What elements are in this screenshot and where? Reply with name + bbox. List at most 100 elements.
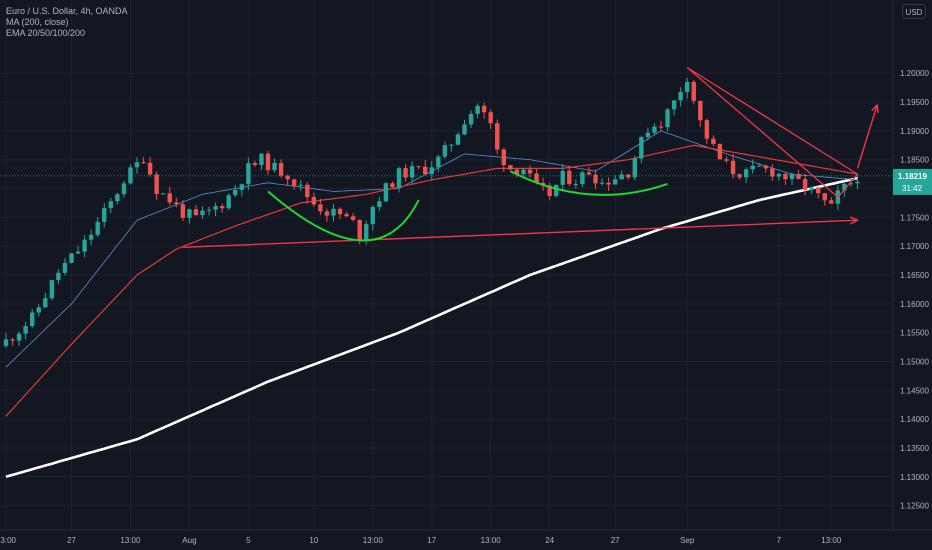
- candle-body: [750, 165, 755, 170]
- last-price-tag: [893, 168, 932, 195]
- candle-body: [3, 339, 9, 346]
- candle-body: [743, 169, 749, 178]
- drawings[interactable]: [182, 66, 880, 249]
- arrow-head: [871, 103, 880, 113]
- support-trendline[interactable]: [182, 219, 858, 249]
- candle-body: [501, 149, 506, 166]
- y-tick-label: 1.17000: [900, 242, 929, 251]
- candle-body: [350, 216, 356, 220]
- candle-body: [475, 105, 480, 114]
- bar-countdown-label: 31:42: [902, 184, 923, 193]
- candle-body: [508, 165, 513, 170]
- candle-body: [161, 193, 166, 195]
- candle-body: [462, 124, 467, 135]
- candle-body: [383, 183, 389, 202]
- candle-body: [233, 189, 238, 196]
- candle-body: [855, 181, 860, 184]
- x-tick-label: 7: [777, 536, 782, 545]
- candle-body: [75, 251, 81, 254]
- candle-body: [429, 167, 434, 175]
- candle-body: [442, 145, 448, 157]
- candle-body: [364, 224, 369, 240]
- candle-body: [141, 162, 146, 164]
- candle-body: [311, 197, 317, 205]
- candle-body: [468, 113, 474, 125]
- candle-body: [567, 170, 572, 185]
- candle-body: [691, 81, 696, 101]
- candle-body: [554, 184, 559, 197]
- candle-body: [652, 126, 657, 133]
- candle-body: [30, 312, 35, 327]
- x-tick-label: 5: [246, 536, 251, 545]
- y-tick-label: 1.17500: [900, 213, 929, 222]
- rounding-bottom-arc[interactable]: [509, 170, 668, 196]
- candle-body: [449, 144, 454, 146]
- candle-body: [219, 206, 225, 209]
- wedge-triangle[interactable]: [686, 66, 859, 199]
- candle-body: [724, 159, 729, 161]
- candle-body: [95, 221, 100, 235]
- candle-body: [416, 166, 421, 168]
- candle-body: [226, 195, 231, 209]
- candle-body: [115, 194, 120, 202]
- candle-body: [645, 132, 651, 137]
- candle-body: [763, 165, 768, 169]
- x-tick-label: 13:00: [363, 536, 384, 545]
- rounding-bottom-arc[interactable]: [267, 190, 420, 242]
- candle-body: [685, 81, 690, 92]
- candle-body: [665, 109, 670, 128]
- y-tick-label: 1.15500: [900, 329, 929, 338]
- candle-body: [527, 169, 533, 174]
- price-tag: 1.18219 31:42: [0, 168, 932, 195]
- candle-body: [455, 134, 461, 145]
- candle-body: [167, 193, 172, 203]
- candle-body: [593, 174, 598, 184]
- y-tick-label: 1.14000: [900, 415, 929, 424]
- candle-body: [403, 168, 408, 178]
- candle-body: [292, 179, 297, 186]
- breakout-arrow[interactable]: [856, 104, 878, 169]
- candle-body: [272, 162, 277, 171]
- candle-body: [809, 187, 814, 190]
- candle-body: [331, 208, 336, 216]
- currency-button[interactable]: USD: [902, 4, 926, 19]
- candle-body: [16, 333, 22, 341]
- candle-body: [678, 91, 683, 101]
- candle-body: [488, 112, 493, 124]
- candle-body: [370, 206, 375, 225]
- candle-body: [619, 174, 624, 180]
- x-tick-label: 13:00: [481, 536, 502, 545]
- candle-body: [717, 144, 723, 160]
- y-tick-label: 1.16500: [900, 271, 929, 280]
- x-tick-label: 27: [67, 536, 76, 545]
- candle-body: [252, 163, 258, 166]
- y-tick-label: 1.13500: [900, 444, 929, 453]
- candle-body: [639, 136, 644, 159]
- candle-body: [848, 183, 854, 185]
- candle-body: [305, 184, 310, 198]
- series-line-ema-50: [5, 144, 858, 417]
- legend-ema[interactable]: EMA 20/50/100/200: [6, 28, 86, 38]
- x-tick-label: Sep: [680, 536, 695, 545]
- candle-body: [586, 172, 592, 175]
- y-tick-label: 1.13000: [900, 473, 929, 482]
- last-price-label: 1.18219: [898, 172, 927, 181]
- candle-body: [108, 201, 113, 209]
- legend-ma[interactable]: MA (200, close): [6, 17, 69, 27]
- candle-body: [599, 182, 605, 184]
- candle-body: [396, 168, 402, 188]
- candle-body: [344, 214, 349, 217]
- candle-body: [193, 209, 199, 216]
- candle-body: [88, 234, 94, 240]
- candle-body: [246, 163, 251, 185]
- candle-body: [56, 272, 61, 281]
- candle-body: [802, 178, 808, 190]
- candle-body: [423, 166, 428, 175]
- candle-body: [377, 201, 382, 207]
- candle-body: [816, 187, 821, 194]
- candle-body: [318, 204, 323, 212]
- legend-symbol[interactable]: Euro / U.S. Dollar, 4h, OANDA: [6, 6, 128, 16]
- y-tick-label: 1.19000: [900, 127, 929, 136]
